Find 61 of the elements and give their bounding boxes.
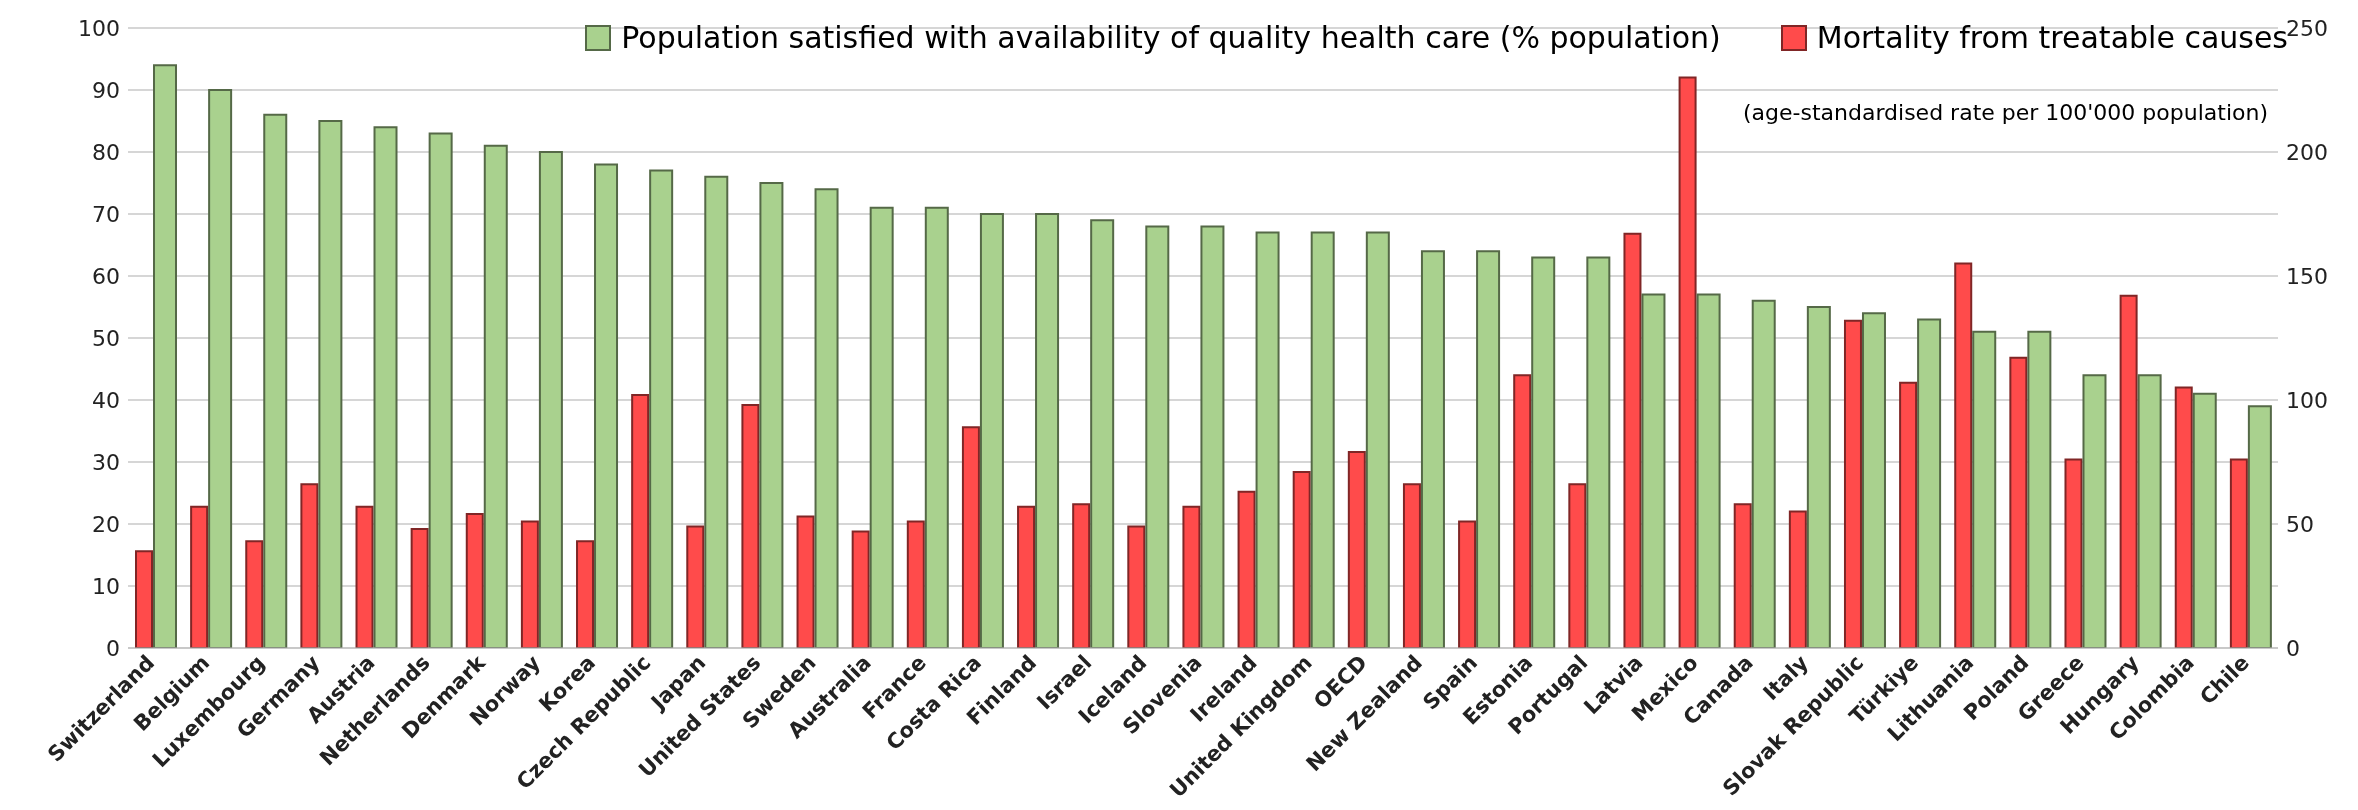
- bar: [1127, 525, 1146, 648]
- bar: [1090, 219, 1115, 648]
- bar: [1751, 299, 1776, 648]
- legend-label: Population satisfied with availability of quality health care (% population): [621, 20, 1721, 55]
- bar: [190, 505, 209, 648]
- bar: [1035, 213, 1060, 648]
- y2-tick-label: 100: [2286, 387, 2328, 413]
- bar: [263, 113, 288, 648]
- bar: [1365, 231, 1390, 648]
- bar: [851, 530, 870, 648]
- bar: [318, 120, 343, 648]
- bar: [686, 525, 705, 648]
- bar: [483, 144, 508, 648]
- bar: [796, 515, 815, 648]
- y-tick-label: 10: [92, 573, 120, 599]
- bar: [1476, 250, 1501, 648]
- y-tick-label: 60: [92, 263, 120, 289]
- bar: [355, 505, 374, 648]
- legend-label: Mortality from treatable causes: [1816, 20, 2288, 55]
- bar: [704, 175, 729, 648]
- bar: [869, 206, 894, 648]
- bar: [594, 163, 619, 648]
- bar: [208, 89, 233, 648]
- bar: [153, 64, 177, 648]
- y-tick-label: 90: [92, 77, 120, 103]
- y2-tick-label: 200: [2286, 139, 2328, 165]
- bar: [1145, 225, 1170, 648]
- bar: [373, 126, 398, 648]
- y2-tick-label: 250: [2286, 15, 2328, 41]
- bar: [576, 540, 595, 648]
- y-tick-label: 70: [92, 201, 120, 227]
- y-tick-label: 100: [78, 15, 120, 41]
- bar: [814, 188, 839, 648]
- y-tick-label: 50: [92, 325, 120, 351]
- bar: [1806, 306, 1831, 648]
- y-tick-label: 40: [92, 387, 120, 413]
- bar: [1017, 505, 1036, 648]
- bar: [465, 513, 484, 648]
- y2-tick-label: 0: [2286, 635, 2300, 661]
- y2-tick-label: 150: [2286, 263, 2328, 289]
- bar: [1255, 231, 1280, 648]
- bar: [538, 151, 563, 648]
- bar: [410, 527, 429, 648]
- bar: [1420, 250, 1445, 648]
- bar: [428, 132, 453, 648]
- bar: [135, 550, 153, 648]
- y-tick-label: 30: [92, 449, 120, 475]
- bar: [1310, 231, 1335, 648]
- y-tick-label: 0: [106, 635, 120, 661]
- bar: [924, 206, 949, 648]
- bar: [1586, 256, 1611, 648]
- annotation: (age-standardised rate per 100'000 population): [1742, 100, 2268, 125]
- y-tick-label: 80: [92, 139, 120, 165]
- bar: [520, 520, 539, 648]
- bar: [300, 483, 319, 648]
- bar: [245, 540, 264, 648]
- bar: [1200, 225, 1225, 648]
- bar: [1458, 520, 1477, 648]
- bar: [906, 520, 925, 648]
- y-tick-label: 20: [92, 511, 120, 537]
- y2-tick-label: 50: [2286, 511, 2314, 537]
